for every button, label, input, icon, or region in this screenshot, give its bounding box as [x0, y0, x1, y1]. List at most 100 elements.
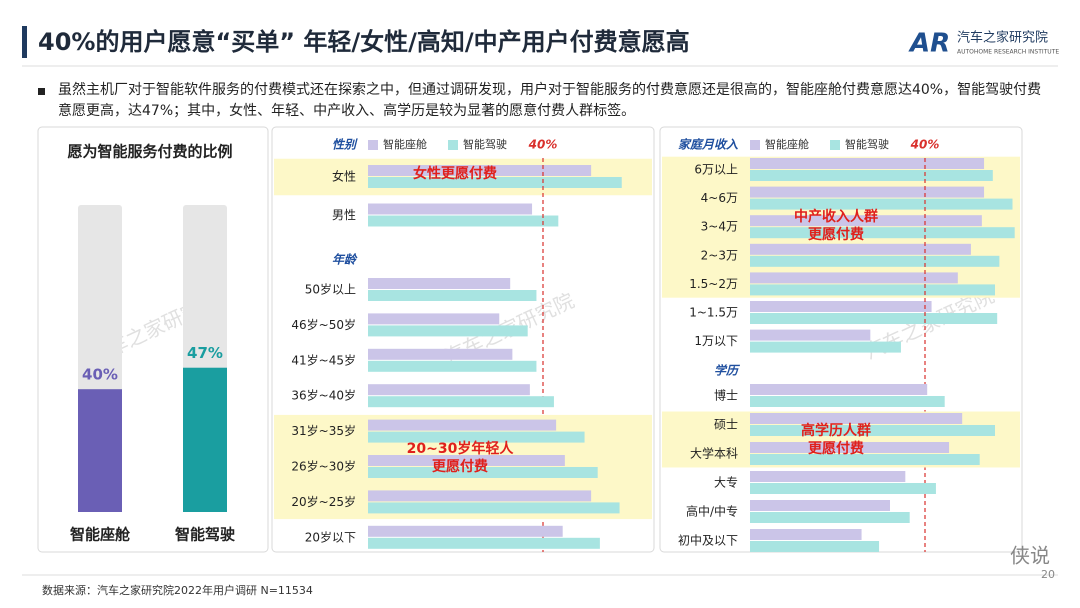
annotation: 女性更愿付费: [413, 165, 497, 182]
y-tick-label: 大专: [714, 475, 738, 490]
y-tick-label: 46岁~50岁: [291, 317, 356, 332]
legend-swatch: [750, 140, 760, 150]
bar: [750, 329, 871, 341]
y-tick-label: 20岁~25岁: [291, 494, 356, 509]
bar: [368, 177, 622, 188]
annotation: 中产收入人群: [794, 208, 878, 225]
bar: [750, 186, 985, 198]
bar: [750, 442, 950, 453]
annotation: 更愿付费: [808, 226, 864, 243]
y-tick-label: 博士: [714, 388, 738, 403]
bar: [750, 341, 901, 353]
y-tick-label: 大学本科: [690, 446, 738, 461]
bar: [750, 272, 958, 284]
annotation: 更愿付费: [808, 440, 864, 457]
page-number: 20: [1041, 568, 1055, 581]
bar: [750, 529, 862, 540]
source: 数据来源：汽车之家研究院2022年用户调研 N=11534: [42, 583, 313, 597]
bar: [750, 413, 963, 424]
annotation: 20~30岁年轻人: [407, 440, 515, 457]
bar: [78, 389, 122, 512]
bar: [750, 158, 985, 169]
bar: [368, 396, 554, 408]
bar: [368, 165, 592, 176]
title-accent: [22, 26, 27, 58]
y-tick-label: 20岁以下: [305, 529, 356, 544]
bar: [750, 170, 993, 181]
y-tick-label: 26岁~30岁: [291, 459, 356, 474]
y-tick-label: 41岁~45岁: [291, 352, 356, 367]
bullet-text: 虽然主机厂对于智能软件服务的付费模式还在探索之中，但通过调研发现，用户对于智能服…: [58, 82, 1042, 119]
reference-label: 40%: [528, 138, 558, 152]
bar: [750, 301, 932, 312]
bar: [368, 525, 563, 537]
legend-label: 智能驾驶: [463, 137, 507, 151]
bar: [750, 284, 995, 296]
legend-label: 智能座舱: [383, 137, 427, 151]
bar: [750, 243, 971, 255]
bar: [750, 198, 1013, 210]
bar: [183, 367, 227, 512]
bar: [368, 502, 620, 514]
y-tick-label: 2~3万: [701, 248, 738, 262]
bar: [368, 348, 513, 360]
bar: [750, 541, 880, 552]
x-tick-label: 智能驾驶: [175, 526, 235, 544]
bar: [368, 419, 557, 431]
y-tick-label: 31岁~35岁: [291, 423, 356, 438]
bar: [750, 425, 995, 436]
y-tick-label: 3~4万: [701, 220, 738, 234]
bar: [368, 455, 565, 466]
y-tick-label: 女性: [332, 169, 356, 184]
bar: [368, 431, 585, 443]
bar: [750, 227, 1015, 239]
y-tick-label: 男性: [332, 208, 356, 222]
legend-label: 智能驾驶: [845, 137, 889, 151]
y-tick-label: 36岁~40岁: [291, 388, 356, 403]
bar: [368, 360, 537, 372]
bar: [750, 313, 998, 324]
bar: [750, 215, 982, 227]
reference-label: 40%: [910, 138, 940, 152]
bar: [750, 512, 910, 523]
y-tick-label: 1万以下: [694, 334, 738, 348]
bar: [750, 255, 1000, 267]
value-label: 40%: [82, 366, 118, 384]
bar: [750, 483, 936, 494]
logo-mark: AR: [908, 29, 950, 59]
logo-text: 汽车之家研究院: [957, 30, 1048, 46]
bar: [750, 384, 928, 395]
bar: [368, 537, 600, 549]
bar: [750, 500, 890, 511]
x-tick-label: 智能座舱: [70, 526, 131, 544]
bar: [750, 396, 945, 407]
group-label: 学历: [714, 364, 741, 378]
y-tick-label: 硕士: [714, 418, 738, 432]
bar: [368, 384, 530, 396]
group-label: 年龄: [332, 253, 358, 267]
y-tick-label: 4~6万: [701, 191, 738, 205]
y-tick-label: 高中/中专: [686, 504, 738, 519]
bar: [368, 215, 559, 227]
bar: [368, 467, 598, 478]
bar: [368, 490, 592, 502]
legend-swatch: [448, 140, 458, 150]
y-tick-label: 6万以上: [694, 163, 738, 177]
y-tick-label: 1.5~2万: [689, 277, 738, 291]
bar: [368, 313, 500, 325]
bar: [368, 325, 528, 337]
group-label: 家庭月收入: [678, 138, 738, 152]
wechat: 侠说: [1010, 544, 1050, 568]
group-label: 性别: [332, 138, 358, 152]
bar: [750, 471, 906, 482]
y-tick-label: 50岁以上: [305, 282, 356, 297]
bar: [368, 203, 533, 215]
legend-swatch: [368, 140, 378, 150]
bar: [750, 454, 980, 465]
legend-label: 智能座舱: [765, 137, 809, 151]
annotation: 更愿付费: [432, 458, 488, 475]
bar: [368, 290, 537, 301]
bullet-mark: [38, 88, 45, 95]
